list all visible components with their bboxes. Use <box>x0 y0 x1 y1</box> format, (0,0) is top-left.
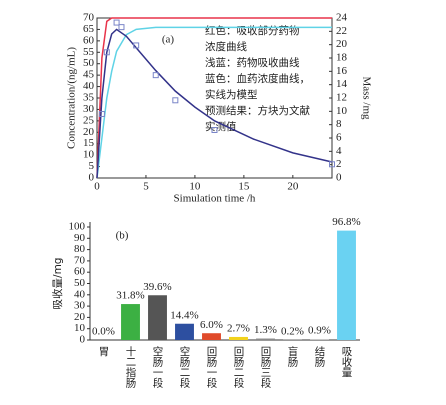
bar <box>310 338 329 340</box>
x-tick-label: 5 <box>143 181 149 193</box>
y-tick-label: 100 <box>69 221 86 233</box>
y-tick-label: 30 <box>74 300 86 312</box>
value-label: 0.9% <box>308 325 331 337</box>
data-point <box>98 111 105 117</box>
y-tick-label: 40 <box>74 288 86 300</box>
x-tick-label: 空肠二段 <box>179 345 191 389</box>
bar <box>229 336 248 340</box>
y-tick-label: 35 <box>83 92 95 104</box>
annotation: 实测值 <box>205 120 237 133</box>
x-tick-label: 吸收量 <box>341 346 353 378</box>
value-label: 0.0% <box>92 326 115 338</box>
y-tick-label: 65 <box>83 23 95 35</box>
value-label: 6.0% <box>200 319 223 331</box>
data-point <box>329 161 335 168</box>
x-tick-label: 结肠 <box>314 345 326 368</box>
value-label: 96.8% <box>332 216 360 228</box>
data-point <box>172 97 179 104</box>
y-tick-label: 60 <box>74 266 86 278</box>
y-tick-label: 20 <box>74 311 86 323</box>
x-tick-label: 盲肠 <box>287 345 299 368</box>
data-point <box>152 72 159 79</box>
y-tick-label: 10 <box>74 322 86 334</box>
y-tick-label: 5 <box>89 160 95 172</box>
y-tick-label: 30 <box>83 103 95 115</box>
panel-label: (b) <box>116 230 129 242</box>
panel-label: (a) <box>162 34 175 46</box>
y-tick-label: 70 <box>83 12 95 24</box>
annotation: 浓度曲线 <box>205 40 247 53</box>
x-tick-label: 0 <box>94 181 100 193</box>
y-tick-label: 55 <box>83 46 95 58</box>
y2-tick-label: 6 <box>336 132 342 144</box>
x-tick-label: 回肠一段 <box>206 346 218 389</box>
series-line <box>96 17 332 179</box>
y-tick-label: 50 <box>83 57 95 69</box>
x-axis-label: Simulation time /h <box>174 193 256 205</box>
annotation: 预测结果：方块为文献 <box>205 104 310 117</box>
annotation: 浅蓝：药物吸收曲线 <box>205 56 300 69</box>
y2-tick-label: 12 <box>336 92 347 104</box>
y-tick-label: 0 <box>89 172 95 184</box>
y2-tick-label: 4 <box>336 145 342 157</box>
y2-tick-label: 2 <box>336 158 342 170</box>
y2-tick-label: 18 <box>336 52 348 64</box>
annotation: 蓝色：血药浓度曲线， <box>205 72 310 85</box>
x-tick-label: 10 <box>189 181 201 193</box>
y2-tick-label: 24 <box>336 12 348 24</box>
y-tick-label: 45 <box>83 69 95 81</box>
y-tick-label: 90 <box>74 232 86 244</box>
annotation: 红色：吸收部分药物 <box>205 24 300 37</box>
y-tick-label: 0 <box>80 334 86 346</box>
y-tick-label: 25 <box>83 114 95 126</box>
value-label: 2.7% <box>227 322 250 334</box>
y2-tick-label: 16 <box>336 65 348 77</box>
y2-tick-label: 22 <box>336 25 347 37</box>
x-tick-label: 十二指肠 <box>125 345 137 389</box>
y2-tick-label: 8 <box>336 118 342 130</box>
y-tick-label: 60 <box>83 34 95 46</box>
x-tick-label: 胃 <box>98 346 110 357</box>
data-point <box>103 49 110 56</box>
annotation: 实线为模型 <box>205 88 258 101</box>
data-point <box>211 127 218 133</box>
y2-tick-label: 10 <box>336 105 348 117</box>
value-label: 39.6% <box>143 281 171 293</box>
x-tick-label: 20 <box>287 181 299 193</box>
bar <box>202 333 221 340</box>
x-tick-label: 15 <box>238 181 250 193</box>
y-tick-label: 80 <box>74 243 86 255</box>
bar <box>148 295 167 340</box>
y2-axis-label: Mass /mg <box>360 76 372 120</box>
data-point <box>133 42 140 49</box>
bar <box>337 230 356 340</box>
y-axis-label: Concentration/(ng/mL) <box>66 47 78 149</box>
bar <box>256 338 275 340</box>
bar <box>121 304 140 340</box>
y-tick-label: 50 <box>74 277 86 289</box>
y-tick-label: 40 <box>83 80 95 92</box>
y-axis-label: 吸收量/mg <box>51 258 64 310</box>
value-label: 0.2% <box>281 325 304 337</box>
value-label: 31.8% <box>116 290 144 302</box>
y-tick-label: 10 <box>83 149 95 161</box>
y2-tick-label: 20 <box>336 38 348 50</box>
y-tick-label: 20 <box>83 126 95 138</box>
value-label: 14.4% <box>170 309 198 321</box>
value-label: 1.3% <box>254 324 277 336</box>
y-tick-label: 15 <box>83 137 95 149</box>
x-tick-label: 回肠二段 <box>233 346 245 389</box>
y2-tick-label: 14 <box>336 78 348 90</box>
series-line <box>96 26 332 179</box>
data-point <box>118 24 125 31</box>
x-tick-label: 空肠一段 <box>152 345 164 389</box>
x-tick-label: 回肠三段 <box>260 346 272 389</box>
data-point <box>113 19 120 26</box>
y-tick-label: 70 <box>74 254 86 266</box>
bar <box>175 323 194 340</box>
series-line <box>96 28 333 179</box>
y2-tick-label: 0 <box>336 172 342 184</box>
